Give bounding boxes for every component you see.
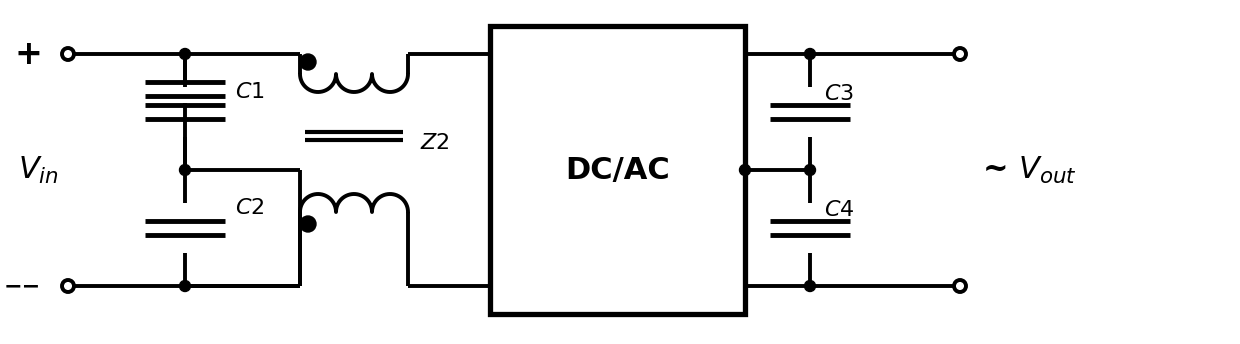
- Circle shape: [954, 48, 966, 60]
- Circle shape: [300, 216, 316, 232]
- Bar: [490, 26, 745, 314]
- Circle shape: [180, 164, 191, 175]
- Circle shape: [300, 54, 316, 70]
- Circle shape: [954, 280, 966, 292]
- Circle shape: [62, 280, 74, 292]
- Circle shape: [180, 280, 191, 291]
- Text: $C2$: $C2$: [236, 197, 264, 219]
- Text: $V_{in}$: $V_{in}$: [19, 154, 58, 185]
- Text: +: +: [14, 37, 42, 71]
- Circle shape: [805, 49, 816, 60]
- Text: ~ $V_{out}$: ~ $V_{out}$: [982, 154, 1076, 185]
- Circle shape: [62, 48, 74, 60]
- Text: $C3$: $C3$: [825, 83, 854, 105]
- Text: DC/AC: DC/AC: [565, 155, 670, 184]
- Circle shape: [739, 164, 750, 175]
- Text: $C1$: $C1$: [236, 81, 264, 103]
- Text: $Z2$: $Z2$: [420, 132, 450, 154]
- Text: $C4$: $C4$: [825, 199, 854, 221]
- Circle shape: [180, 49, 191, 60]
- Circle shape: [805, 164, 816, 175]
- Text: −−: −−: [4, 276, 41, 296]
- Circle shape: [805, 280, 816, 291]
